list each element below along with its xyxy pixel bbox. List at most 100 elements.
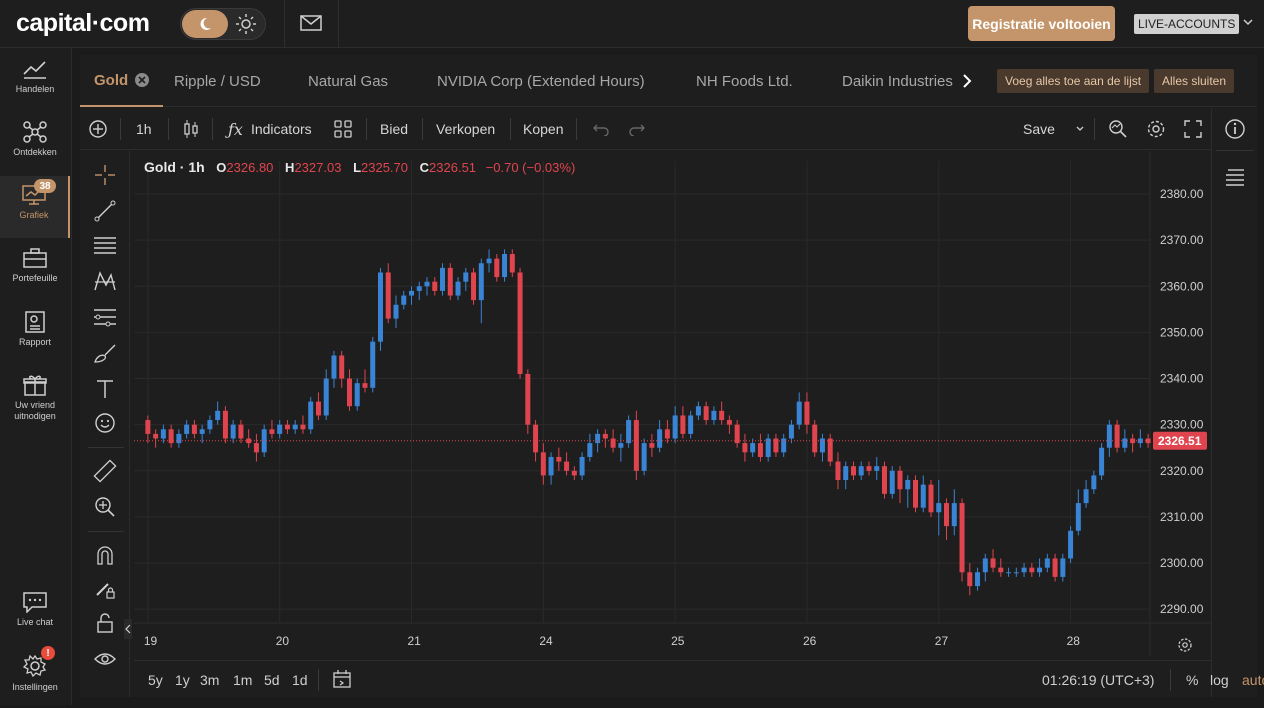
smiley-icon xyxy=(95,413,115,433)
range-bar: 5y 1y 3m 1m 5d 1d 01:26:19 (UTC+3) % log… xyxy=(134,660,1264,697)
percent-toggle[interactable]: % xyxy=(1186,671,1199,688)
candle-body xyxy=(455,281,461,296)
divider xyxy=(1216,150,1254,151)
indicators-button[interactable]: ƒx Indicators xyxy=(228,108,312,150)
sidebar-item-report[interactable]: Rapport xyxy=(0,303,70,365)
y-tick-label: 2350.00 xyxy=(1160,325,1204,339)
chart-settings-button[interactable] xyxy=(1146,108,1166,150)
tab-nvidia[interactable]: NVIDIA Corp (Extended Hours) xyxy=(437,72,645,90)
unlock-icon xyxy=(97,613,113,633)
divider xyxy=(88,531,124,532)
lock-drawing-tool[interactable] xyxy=(93,577,117,601)
tab-natural-gas[interactable]: Natural Gas xyxy=(308,72,389,90)
y-tick-label: 2330.00 xyxy=(1160,418,1204,432)
candlestick-chart[interactable]: 2380.00 2370.00 2360.00 2350.00 2340.00 2330.… xyxy=(134,151,1211,656)
sun-icon[interactable] xyxy=(235,13,257,35)
save-button[interactable]: Save xyxy=(1023,121,1055,137)
sidebar-item-discover[interactable]: Ontdekken xyxy=(0,113,70,175)
visibility-tool[interactable] xyxy=(93,647,117,671)
range-3m[interactable]: 3m xyxy=(200,671,220,688)
candle-body xyxy=(804,401,810,425)
collapse-arrow-icon[interactable] xyxy=(124,619,132,639)
sell-button[interactable]: Verkopen xyxy=(436,121,496,137)
candle-body xyxy=(579,456,585,476)
candle-body xyxy=(533,424,539,453)
sidebar-item-chart[interactable]: Grafiek 38 xyxy=(0,176,70,238)
magnet-tool[interactable] xyxy=(93,543,117,567)
y-tick-label: 2320.00 xyxy=(1160,464,1204,478)
range-5d[interactable]: 5d xyxy=(264,671,280,688)
interval-button[interactable]: 1h xyxy=(136,121,152,137)
magnet-icon xyxy=(97,546,113,565)
range-5y[interactable]: 5y xyxy=(148,671,163,688)
crosshair-tool[interactable] xyxy=(93,163,117,187)
register-button[interactable]: Registratie voltooien xyxy=(968,6,1115,41)
close-all-button[interactable]: Alles sluiten xyxy=(1154,69,1235,93)
sidebar-item-portfolio[interactable]: Portefeuille xyxy=(0,239,70,301)
sidebar-item-live-chat[interactable]: Live chat xyxy=(0,583,70,645)
brush-tool[interactable] xyxy=(93,341,117,365)
account-selector[interactable]: LIVE-ACCOUNTS xyxy=(1134,14,1240,34)
zoom-tool[interactable] xyxy=(93,495,117,519)
list-icon[interactable] xyxy=(1224,168,1246,188)
auto-toggle[interactable]: auto xyxy=(1242,671,1264,688)
log-toggle[interactable]: log xyxy=(1210,671,1229,688)
trend-line-tool[interactable] xyxy=(93,199,117,223)
close-icon[interactable] xyxy=(135,73,150,87)
chevron-right-icon[interactable] xyxy=(960,72,974,90)
range-1m[interactable]: 1m xyxy=(233,671,253,688)
tab-daikin[interactable]: Daikin Industries xyxy=(842,72,953,90)
templates-button[interactable] xyxy=(334,108,352,150)
candle-body xyxy=(261,429,267,453)
logo[interactable]: capital·com xyxy=(16,9,150,37)
close-value: 2326.51 xyxy=(429,160,477,175)
range-1y[interactable]: 1y xyxy=(175,671,190,688)
divider xyxy=(366,118,367,140)
moon-icon[interactable] xyxy=(182,10,228,38)
buy-button[interactable]: Kopen xyxy=(523,121,564,137)
mail-icon[interactable] xyxy=(300,14,322,32)
sidebar-item-invite[interactable]: Uw vriend uitnodigen xyxy=(0,366,70,428)
candle-body xyxy=(168,429,174,444)
y-tick-label: 2310.00 xyxy=(1160,510,1204,524)
add-symbol-button[interactable] xyxy=(88,108,108,150)
tab-gold[interactable]: Gold xyxy=(80,55,164,107)
tab-ripple[interactable]: Ripple / USD xyxy=(174,72,261,90)
add-all-to-list-button[interactable]: Voeg alles toe aan de lijst xyxy=(997,69,1150,93)
y-tick-label: 2370.00 xyxy=(1160,233,1204,247)
candle-body xyxy=(866,466,872,471)
axis-settings-gear-icon[interactable] xyxy=(1178,638,1192,652)
date-range-icon[interactable] xyxy=(332,669,352,689)
candle-type-button[interactable] xyxy=(182,108,200,150)
price-chart[interactable]: 2380.00 2370.00 2360.00 2350.00 2340.00 2330.… xyxy=(134,151,1211,656)
sidebar-item-trade[interactable]: Handelen xyxy=(0,50,70,112)
ruler-tool[interactable] xyxy=(93,459,117,483)
horizontal-lines-tool[interactable] xyxy=(93,233,117,257)
quick-search-button[interactable] xyxy=(1108,108,1128,150)
lock-all-tool[interactable] xyxy=(93,611,117,635)
bid-button[interactable]: Bied xyxy=(380,121,409,137)
info-icon[interactable] xyxy=(1224,118,1246,140)
emoji-tool[interactable] xyxy=(93,411,117,435)
candle-body xyxy=(633,420,639,471)
timezone-clock[interactable]: 01:26:19 (UTC+3) xyxy=(1042,671,1155,688)
forecast-tool[interactable] xyxy=(93,305,117,329)
undo-button[interactable] xyxy=(592,108,610,150)
sidebar-item-label: Grafiek xyxy=(19,210,49,220)
candle-body xyxy=(726,420,732,425)
fullscreen-button[interactable] xyxy=(1184,108,1202,150)
chevron-down-icon[interactable] xyxy=(1242,16,1254,28)
candle-body xyxy=(284,424,290,430)
chart-toolbar: 1h ƒx Indicators Bied Verkopen Kopen Sav… xyxy=(80,108,1211,150)
zoom-search-icon xyxy=(1109,120,1127,138)
candle-body xyxy=(711,410,717,421)
chevron-down-icon[interactable] xyxy=(1075,124,1085,134)
sidebar-item-settings[interactable]: Instellingen ! xyxy=(0,646,70,708)
range-1d[interactable]: 1d xyxy=(292,671,308,688)
theme-toggle[interactable] xyxy=(180,8,266,40)
tab-nh-foods[interactable]: NH Foods Ltd. xyxy=(696,72,793,90)
redo-button[interactable] xyxy=(628,108,646,150)
text-tool[interactable] xyxy=(93,377,117,401)
pattern-tool[interactable] xyxy=(93,269,117,293)
candle-body xyxy=(1130,438,1136,444)
